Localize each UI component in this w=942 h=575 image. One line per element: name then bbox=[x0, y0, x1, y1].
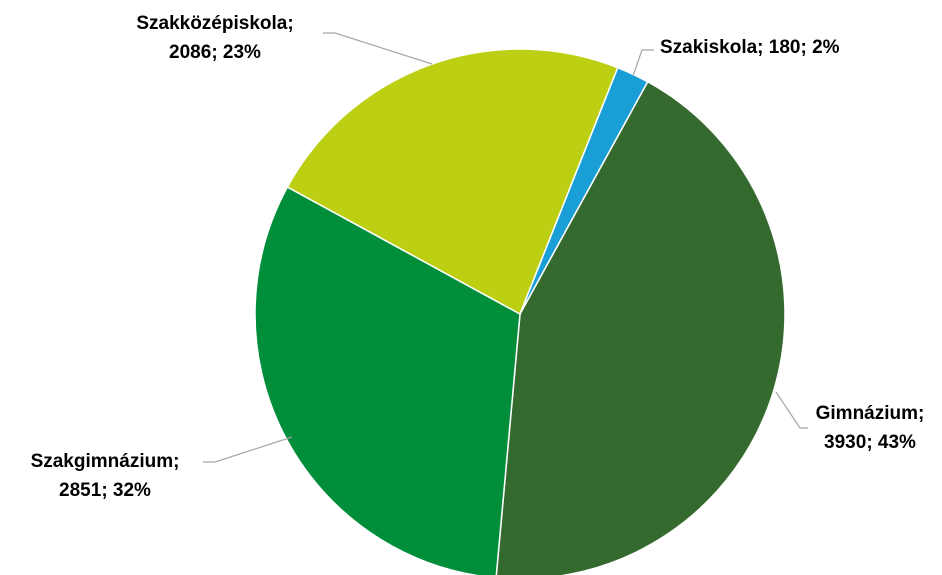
data-label: 3930; 43% bbox=[824, 432, 916, 453]
pie-slice bbox=[519, 66, 649, 315]
leader-line bbox=[632, 49, 654, 77]
leader-line bbox=[203, 436, 293, 463]
data-label: Szakiskola; 180; 2% bbox=[660, 37, 840, 58]
data-label: 2086; 23% bbox=[169, 42, 261, 63]
leader-line bbox=[323, 32, 433, 65]
pie-slice bbox=[286, 48, 619, 316]
data-label: Gimnázium; bbox=[816, 403, 925, 424]
leader-line bbox=[775, 391, 808, 429]
data-label: 2851; 32% bbox=[59, 480, 151, 501]
data-label: Szakközépiskola; bbox=[136, 13, 293, 34]
data-label: Szakgimnázium; bbox=[31, 451, 180, 472]
pie-slice bbox=[495, 80, 786, 575]
